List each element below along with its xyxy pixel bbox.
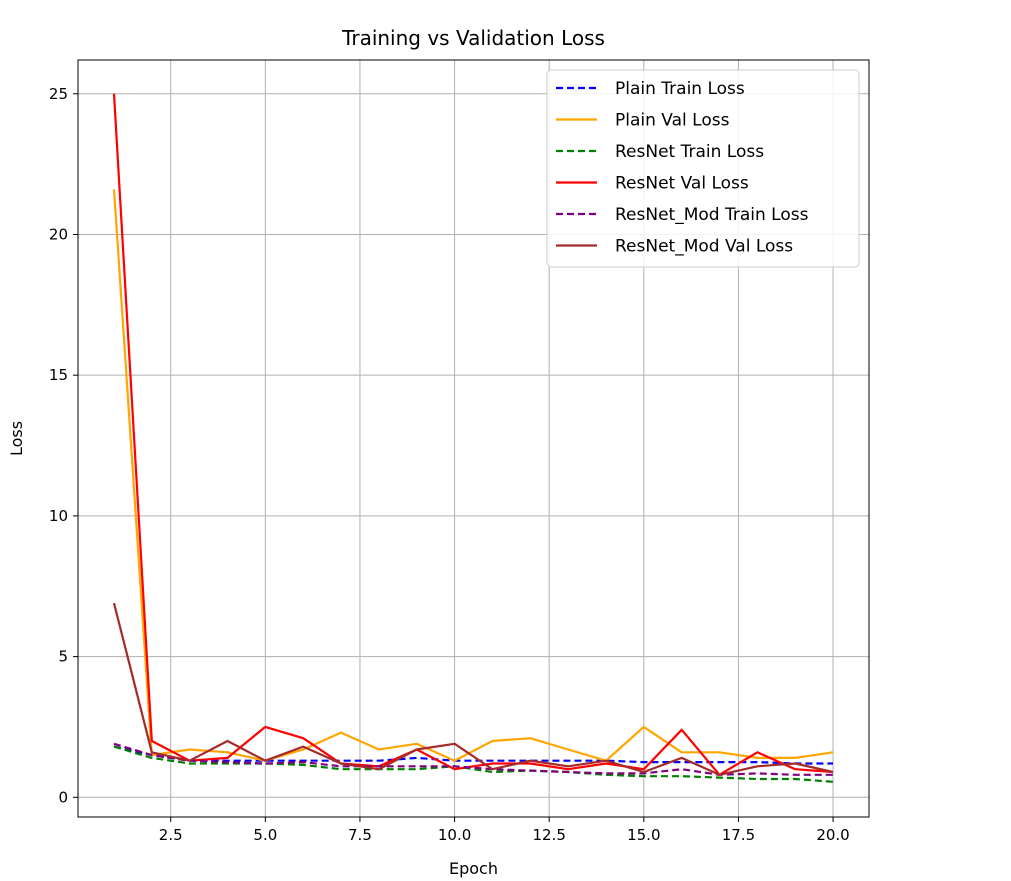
y-tick-label: 0: [58, 788, 68, 806]
y-tick-label: 25: [49, 85, 68, 103]
series-line-2: [112, 189, 834, 762]
series-line-1: [113, 745, 833, 765]
y-axis-label: Loss: [7, 421, 26, 456]
x-tick-label: 2.5: [159, 826, 183, 844]
x-tick-label: 15.0: [627, 826, 660, 844]
legend-entry: Plain Train Loss: [615, 79, 745, 99]
axis-ticks: 2.5 5.0 7.5 10.0 12.5 15.0 17.5 20.0 0 5 10 15 20 25: [49, 85, 850, 844]
y-tick-label: 5: [58, 648, 68, 666]
series-line-4: [112, 93, 834, 776]
x-tick-label: 7.5: [348, 826, 372, 844]
legend-box: [546, 69, 860, 268]
x-tick-label: 20.0: [816, 826, 849, 844]
legend-entry: ResNet_Mod Val Loss: [615, 237, 793, 257]
chart-title: Training vs Validation Loss: [341, 26, 605, 50]
y-tick-label: 10: [49, 507, 68, 525]
x-tick-label: 10.0: [438, 826, 471, 844]
plot-frame: [77, 59, 870, 818]
y-tick-label: 15: [49, 366, 68, 384]
x-axis-label: Epoch: [449, 859, 498, 878]
series-line-6: [112, 602, 834, 776]
legend-entry: ResNet_Mod Train Loss: [615, 205, 809, 225]
y-tick-label: 20: [49, 225, 68, 243]
legend-entry: ResNet Val Loss: [615, 174, 749, 194]
x-tick-label: 17.5: [722, 826, 755, 844]
legend: Plain Train Loss Plain Val Loss ResNet Tra…: [546, 69, 860, 268]
series-lines: [112, 93, 834, 783]
x-tick-label: 5.0: [253, 826, 277, 844]
x-tick-label: 12.5: [532, 826, 565, 844]
legend-entry: Plain Val Loss: [615, 111, 730, 131]
legend-entry: ResNet Train Loss: [615, 142, 764, 162]
series-line-3: [113, 745, 834, 783]
series-line-5: [113, 742, 833, 776]
